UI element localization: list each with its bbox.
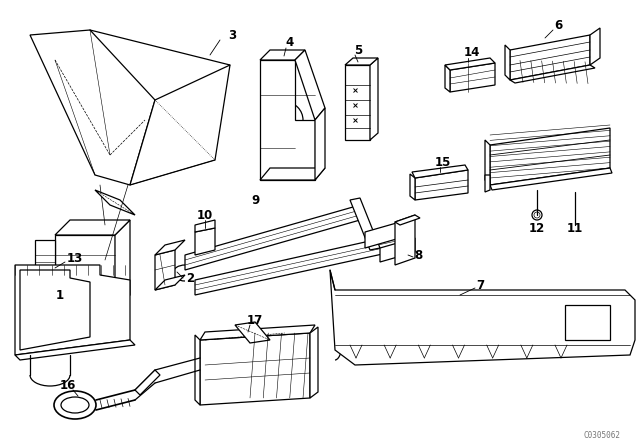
Polygon shape bbox=[130, 65, 230, 185]
Text: 14: 14 bbox=[464, 46, 480, 59]
Polygon shape bbox=[15, 265, 130, 355]
Text: 15: 15 bbox=[435, 155, 451, 168]
Circle shape bbox=[532, 210, 542, 220]
Polygon shape bbox=[135, 370, 160, 395]
Text: C0305062: C0305062 bbox=[583, 431, 620, 440]
Polygon shape bbox=[445, 58, 495, 70]
Polygon shape bbox=[35, 240, 55, 275]
Polygon shape bbox=[510, 35, 590, 80]
Polygon shape bbox=[55, 235, 115, 310]
Polygon shape bbox=[195, 232, 410, 295]
Polygon shape bbox=[565, 305, 610, 340]
Polygon shape bbox=[380, 238, 415, 262]
Polygon shape bbox=[505, 45, 510, 80]
Polygon shape bbox=[365, 222, 400, 248]
Polygon shape bbox=[195, 220, 215, 232]
Polygon shape bbox=[510, 65, 595, 83]
Polygon shape bbox=[55, 220, 130, 235]
Polygon shape bbox=[410, 174, 415, 200]
Polygon shape bbox=[30, 30, 155, 185]
Polygon shape bbox=[235, 322, 270, 343]
Polygon shape bbox=[490, 168, 612, 190]
Polygon shape bbox=[590, 28, 600, 65]
Ellipse shape bbox=[61, 397, 89, 413]
Polygon shape bbox=[310, 327, 318, 398]
Polygon shape bbox=[412, 165, 468, 178]
Polygon shape bbox=[195, 228, 215, 255]
Polygon shape bbox=[260, 50, 305, 60]
Polygon shape bbox=[260, 60, 315, 180]
Polygon shape bbox=[315, 108, 325, 180]
Text: 9: 9 bbox=[251, 194, 259, 207]
Text: 5: 5 bbox=[354, 43, 362, 56]
Text: 16: 16 bbox=[60, 379, 76, 392]
Polygon shape bbox=[370, 58, 378, 140]
Text: 17: 17 bbox=[247, 314, 263, 327]
Polygon shape bbox=[415, 170, 468, 200]
Polygon shape bbox=[485, 175, 490, 192]
Polygon shape bbox=[200, 325, 315, 340]
Polygon shape bbox=[350, 198, 380, 250]
Polygon shape bbox=[185, 205, 360, 270]
Text: 4: 4 bbox=[286, 35, 294, 48]
Text: 2: 2 bbox=[186, 271, 194, 284]
Text: 12: 12 bbox=[529, 221, 545, 234]
Polygon shape bbox=[395, 215, 415, 265]
Text: 6: 6 bbox=[554, 18, 562, 31]
Text: 8: 8 bbox=[414, 249, 422, 262]
Polygon shape bbox=[15, 340, 135, 360]
Polygon shape bbox=[445, 65, 450, 92]
Polygon shape bbox=[330, 270, 635, 365]
Polygon shape bbox=[195, 335, 200, 405]
Text: 11: 11 bbox=[567, 221, 583, 234]
Text: 3: 3 bbox=[228, 29, 236, 42]
Polygon shape bbox=[450, 63, 495, 92]
Polygon shape bbox=[155, 250, 175, 290]
Polygon shape bbox=[155, 240, 185, 255]
Polygon shape bbox=[395, 215, 420, 225]
Polygon shape bbox=[485, 140, 490, 185]
Polygon shape bbox=[260, 168, 325, 180]
Polygon shape bbox=[295, 50, 325, 120]
Text: 10: 10 bbox=[197, 208, 213, 221]
Text: 13: 13 bbox=[67, 251, 83, 264]
Text: 1: 1 bbox=[56, 289, 64, 302]
Polygon shape bbox=[200, 333, 310, 405]
Polygon shape bbox=[345, 58, 378, 65]
Text: 7: 7 bbox=[476, 279, 484, 292]
Polygon shape bbox=[115, 220, 130, 310]
Polygon shape bbox=[65, 310, 90, 325]
Polygon shape bbox=[20, 270, 90, 350]
Polygon shape bbox=[155, 275, 185, 290]
Polygon shape bbox=[95, 190, 135, 215]
Polygon shape bbox=[490, 128, 610, 185]
Polygon shape bbox=[345, 65, 370, 140]
